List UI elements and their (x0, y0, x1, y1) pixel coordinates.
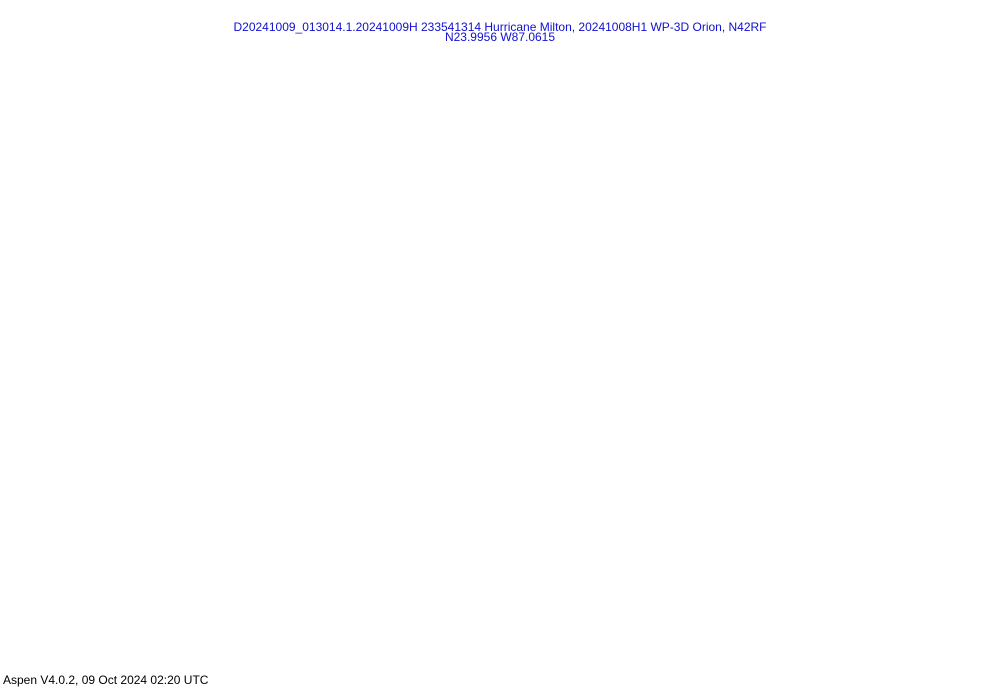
chart-title: D20241009_013014.1.20241009H 233541314 H… (233, 20, 767, 34)
footer-text: Aspen V4.0.2, 09 Oct 2024 02:20 UTC (3, 673, 209, 687)
chart-subtitle: N23.9956 W87.0615 (444, 30, 556, 44)
